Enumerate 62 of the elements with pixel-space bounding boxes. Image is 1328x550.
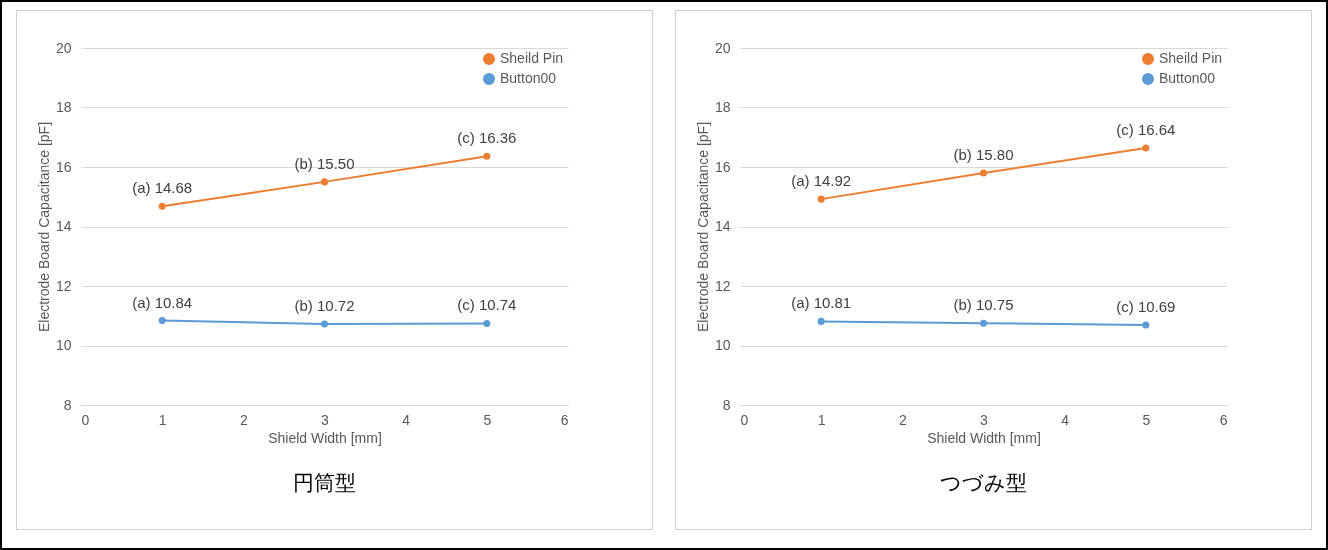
legend-label: Sheild Pin bbox=[500, 50, 564, 66]
y-tick-label: 8 bbox=[63, 396, 72, 413]
point bbox=[320, 178, 329, 186]
y-axis-title: Electrode Board Capacitance [pF] bbox=[694, 121, 711, 333]
y-tick-label: 14 bbox=[55, 218, 72, 234]
y-tick-label: 16 bbox=[714, 158, 731, 175]
y-tick-label: 20 bbox=[55, 39, 72, 56]
point bbox=[979, 169, 988, 177]
x-tick-label: 2 bbox=[239, 411, 248, 428]
legend-label: Sheild Pin bbox=[1159, 50, 1223, 66]
point bbox=[817, 317, 825, 325]
y-tick-label: 18 bbox=[55, 99, 72, 115]
x-tick-label: 2 bbox=[898, 411, 907, 428]
data-label: (b) 10.72 bbox=[294, 297, 355, 315]
y-tick-label: 14 bbox=[714, 218, 731, 234]
x-tick-label: 6 bbox=[560, 411, 569, 428]
text: 円筒型 bbox=[293, 471, 356, 494]
x-axis-title: Shield Width [mm] bbox=[268, 429, 382, 446]
point bbox=[158, 316, 166, 325]
data-label: (a) 10.84 bbox=[132, 293, 193, 311]
data-label: (a) 14.92 bbox=[791, 172, 852, 190]
x-tick-label: 1 bbox=[158, 411, 167, 428]
data-label: (a) 10.81 bbox=[791, 294, 852, 312]
x-tick-label: 5 bbox=[1142, 411, 1151, 428]
x-tick-label: 5 bbox=[483, 411, 492, 428]
point bbox=[1142, 321, 1150, 329]
x-tick-label: 3 bbox=[980, 411, 989, 428]
y-tick-label: 16 bbox=[55, 158, 72, 175]
legend-label: Button00 bbox=[1159, 70, 1216, 86]
x-tick-label: 3 bbox=[321, 411, 330, 428]
y-tick-label: 20 bbox=[714, 39, 731, 56]
y-tick-label: 12 bbox=[714, 277, 731, 294]
x-tick-label: 0 bbox=[81, 411, 90, 428]
y-tick-label: 10 bbox=[55, 337, 72, 353]
point bbox=[483, 152, 491, 160]
y-tick-label: 8 bbox=[722, 396, 731, 413]
x-tick-label: 0 bbox=[740, 411, 749, 428]
x-tick-label: 1 bbox=[817, 411, 826, 428]
point bbox=[158, 202, 166, 210]
data-label: (b) 15.80 bbox=[953, 145, 1014, 163]
data-label: (b) 10.75 bbox=[953, 296, 1014, 314]
y-tick-label: 10 bbox=[714, 337, 731, 353]
data-label: (c) 10.74 bbox=[457, 296, 517, 314]
x-tick-label: 4 bbox=[1061, 411, 1070, 428]
data-label: (b) 15.50 bbox=[294, 154, 355, 172]
data-label: (c) 16.36 bbox=[457, 129, 517, 147]
point bbox=[1142, 144, 1150, 152]
data-label: (c) 10.69 bbox=[1116, 297, 1176, 315]
y-axis-title: Electrode Board Capacitance [pF] bbox=[35, 121, 52, 333]
y-tick-label: 12 bbox=[55, 277, 72, 294]
text: つづみ型 bbox=[940, 471, 1027, 494]
x-axis-title: Shield Width [mm] bbox=[927, 429, 1041, 446]
point bbox=[817, 195, 825, 203]
y-tick-label: 18 bbox=[714, 99, 731, 115]
x-tick-label: 6 bbox=[1219, 411, 1228, 428]
point bbox=[320, 320, 329, 328]
x-tick-label: 4 bbox=[402, 411, 411, 428]
data-label: (c) 16.64 bbox=[1116, 120, 1176, 138]
data-label: (a) 14.68 bbox=[132, 179, 193, 197]
point bbox=[979, 319, 988, 327]
legend-label: Button00 bbox=[500, 70, 557, 86]
point bbox=[483, 319, 491, 328]
